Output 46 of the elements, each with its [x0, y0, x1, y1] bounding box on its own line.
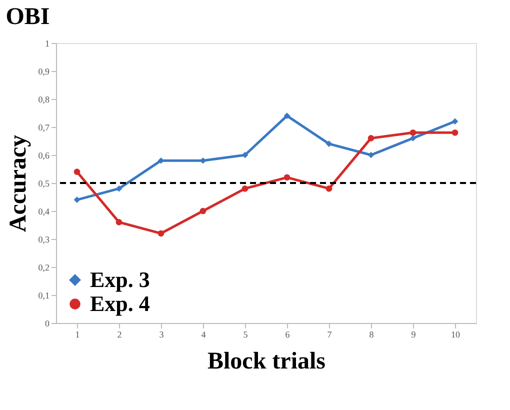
x-tick-label: 2 [117, 330, 122, 340]
point [368, 152, 374, 158]
y-tick-label: 0,2 [38, 262, 50, 272]
y-tick-label: 0,7 [38, 122, 50, 132]
point [410, 135, 416, 142]
x-tick-label: 10 [451, 330, 460, 340]
point [116, 219, 122, 226]
x-tick-label: 3 [159, 330, 164, 340]
x-tick-label: 8 [369, 330, 374, 340]
point [158, 230, 164, 237]
legend-label: Exp. 3 [90, 267, 150, 292]
point [74, 168, 80, 175]
point [326, 185, 332, 192]
point [242, 185, 248, 192]
y-tick-label: 0,6 [38, 150, 50, 160]
y-tick-label: 0,8 [38, 94, 50, 104]
y-tick-label: 0 [45, 318, 50, 328]
x-axis-title: Block trials [208, 348, 326, 374]
y-tick-label: 0,3 [38, 234, 50, 244]
y-tick-label: 0,1 [38, 290, 50, 300]
point [368, 135, 374, 142]
x-tick-label: 1 [75, 330, 80, 340]
point [452, 118, 458, 125]
y-tick-label: 0,9 [38, 66, 50, 76]
point [326, 140, 332, 147]
point [200, 208, 206, 214]
point [74, 196, 80, 203]
point [284, 112, 290, 119]
y-axis-title: Accuracy [5, 134, 32, 232]
y-tick-label: 0,5 [38, 178, 50, 188]
point [158, 157, 164, 164]
point [284, 174, 290, 181]
y-tick-label: 1 [45, 38, 50, 48]
x-tick-label: 7 [327, 330, 332, 340]
x-tick-label: 4 [201, 330, 206, 340]
x-tick-label: 5 [243, 330, 248, 340]
point [242, 152, 248, 158]
point [116, 185, 122, 192]
point [200, 157, 206, 164]
x-tick-label: 6 [285, 330, 290, 340]
legend-label: Exp. 4 [90, 291, 150, 316]
y-tick-label: 0,4 [38, 206, 50, 216]
chart-title: OBI [6, 4, 50, 30]
x-tick-label: 9 [411, 330, 416, 340]
point [452, 129, 458, 136]
point [410, 129, 416, 136]
